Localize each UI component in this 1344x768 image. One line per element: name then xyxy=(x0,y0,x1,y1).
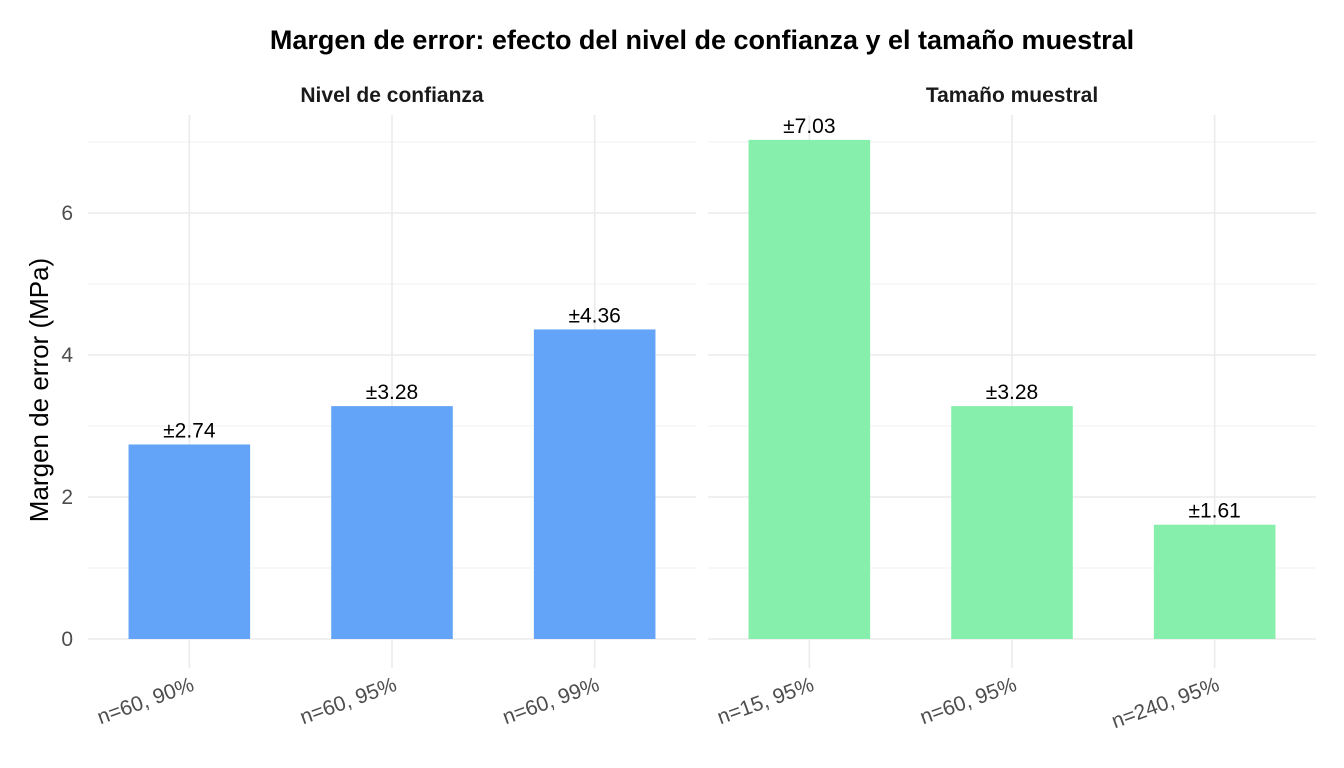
x-tick-label: n=60, 95% xyxy=(917,673,1020,729)
bar xyxy=(128,444,251,639)
bar xyxy=(748,139,871,639)
x-tick-label: n=60, 99% xyxy=(500,673,603,729)
bar xyxy=(533,329,656,639)
y-axis-label: Margen de error (MPa) xyxy=(24,258,54,522)
data-label: ±7.03 xyxy=(783,115,835,138)
y-tick-label: 4 xyxy=(61,344,73,367)
x-tick-label: n=240, 95% xyxy=(1109,673,1223,733)
bar xyxy=(331,406,453,639)
data-label: ±3.28 xyxy=(366,381,418,404)
bar xyxy=(1153,524,1276,639)
data-label: ±3.28 xyxy=(986,381,1038,404)
chart-title: Margen de error: efecto del nivel de con… xyxy=(270,25,1134,55)
x-tick-label: n=60, 90% xyxy=(94,673,197,729)
y-tick-label: 0 xyxy=(61,628,73,651)
data-label: ±4.36 xyxy=(568,304,620,327)
data-label: ±2.74 xyxy=(163,419,216,442)
x-tick-label: n=60, 95% xyxy=(297,673,400,729)
facet-title: Tamaño muestral xyxy=(926,84,1098,107)
data-label: ±1.61 xyxy=(1188,500,1240,523)
facet-title: Nivel de confianza xyxy=(300,84,484,107)
bar xyxy=(951,406,1073,639)
y-tick-label: 6 xyxy=(61,202,73,225)
y-tick-label: 2 xyxy=(61,486,73,509)
x-tick-label: n=15, 95% xyxy=(714,673,817,729)
